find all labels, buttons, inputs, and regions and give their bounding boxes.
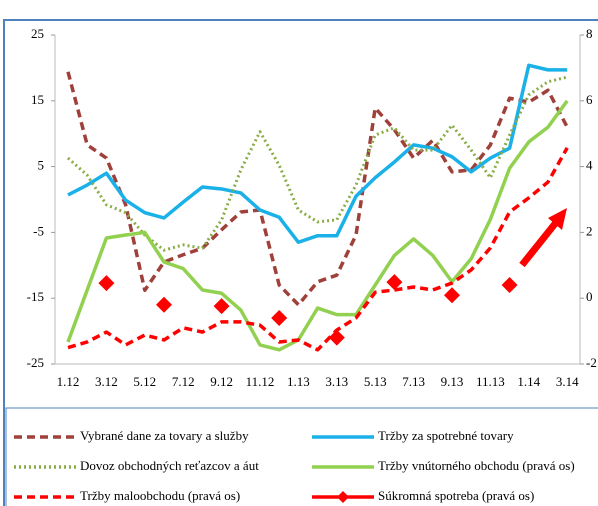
x-tick-label: 5.12 (133, 374, 156, 389)
y2-tick-label: 2 (586, 223, 593, 238)
marker (501, 277, 518, 294)
y2-tick-label: -2 (586, 355, 597, 370)
y2-tick-label: 8 (586, 26, 593, 41)
marker (444, 287, 460, 304)
x-tick-label: 1.14 (517, 374, 540, 389)
series-line (67, 75, 568, 252)
legend-label: Tržby maloobchodu (pravá os) (80, 488, 240, 503)
y-tick-label: 5 (38, 158, 45, 173)
y-tick-label: -15 (27, 289, 44, 304)
x-tick-label: 9.12 (210, 374, 233, 389)
series-line (67, 146, 569, 352)
x-tick-label: 9.13 (441, 374, 464, 389)
marker (213, 298, 230, 315)
legend-label: Tržby vnútorného obchodu (pravá os) (378, 458, 575, 473)
legend-frame (5, 407, 598, 506)
marker (98, 275, 115, 292)
legend-label: Tržby za spotrebné tovary (378, 428, 514, 443)
y2-tick-label: 4 (586, 158, 593, 173)
x-tick-label: 1.13 (287, 374, 310, 389)
chart-frame (3, 19, 598, 506)
x-tick-label: 11.12 (246, 374, 275, 389)
x-tick-label: 3.13 (325, 374, 348, 389)
y-tick-label: 15 (31, 92, 44, 107)
marker (156, 296, 172, 313)
marker (271, 309, 288, 326)
x-tick-label: 3.14 (556, 374, 579, 389)
y2-tick-label: 0 (586, 289, 593, 304)
legend-swatch (337, 491, 349, 503)
y2-tick-label: 6 (586, 92, 593, 107)
series-line (66, 71, 569, 307)
legend-label: Dovoz obchodných reťazcov a áut (80, 458, 259, 473)
series-line (66, 99, 569, 352)
x-tick-label: 1.12 (57, 374, 80, 389)
x-tick-label: 11.13 (476, 374, 505, 389)
marker (328, 329, 345, 346)
legend-label: Súkromná spotreba (pravá os) (378, 488, 534, 503)
y-tick-label: -5 (33, 223, 44, 238)
x-tick-label: 7.13 (402, 374, 425, 389)
x-tick-label: 3.12 (95, 374, 118, 389)
trend-arrow (519, 217, 561, 268)
x-tick-label: 7.12 (172, 374, 195, 389)
y-tick-label: 25 (31, 26, 44, 41)
series-line (67, 63, 568, 245)
marker (386, 274, 403, 291)
x-tick-label: 5.13 (364, 374, 387, 389)
legend-label: Vybrané dane za tovary a služby (80, 428, 249, 443)
y-tick-label: -25 (27, 355, 44, 370)
trend-arrow-head (548, 208, 567, 230)
